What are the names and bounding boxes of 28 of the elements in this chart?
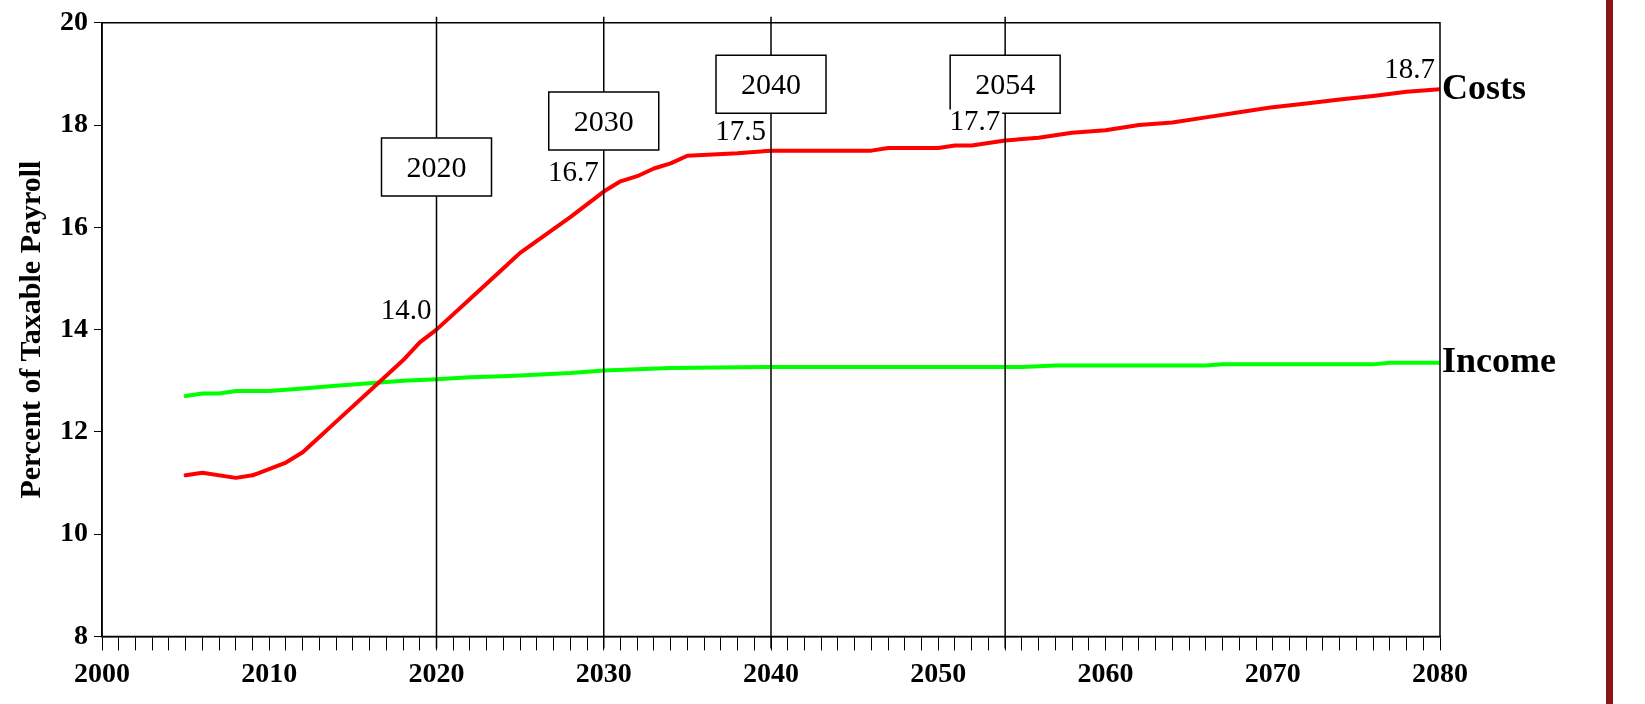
y-tick-label: 20	[60, 5, 88, 37]
y-axis-title: Percent of Taxable Payroll	[12, 160, 46, 499]
ref-line-label: 2054	[975, 67, 1036, 101]
x-tick-label: 2050	[910, 657, 967, 689]
y-tick-label: 8	[74, 618, 88, 650]
x-tick-label: 2020	[408, 657, 465, 689]
ref-line-label: 2020	[406, 149, 467, 183]
y-tick-label: 16	[60, 209, 88, 241]
series-label: Income	[1442, 340, 1556, 381]
x-tick-label: 2000	[74, 657, 130, 689]
annotation: 18.7	[1384, 52, 1435, 85]
x-tick-label: 2060	[1077, 657, 1134, 689]
x-tick-label: 2030	[575, 657, 632, 689]
annotation: 17.5	[715, 113, 766, 146]
ref-line-label: 2040	[741, 67, 801, 101]
annotation: 16.7	[548, 154, 599, 187]
series-label: Costs	[1442, 66, 1527, 107]
x-tick-label: 2070	[1244, 657, 1301, 689]
y-tick-label: 14	[60, 311, 88, 343]
x-tick-label: 2080	[1412, 657, 1468, 689]
y-tick-label: 18	[60, 107, 88, 139]
x-tick-label: 2010	[241, 657, 298, 689]
x-tick-label: 2040	[743, 657, 799, 689]
annotation: 14.0	[380, 292, 432, 325]
y-tick-label: 12	[60, 414, 88, 446]
ref-line-label: 2030	[573, 103, 634, 137]
y-tick-label: 10	[60, 516, 88, 548]
annotation: 17.7	[949, 103, 1001, 136]
